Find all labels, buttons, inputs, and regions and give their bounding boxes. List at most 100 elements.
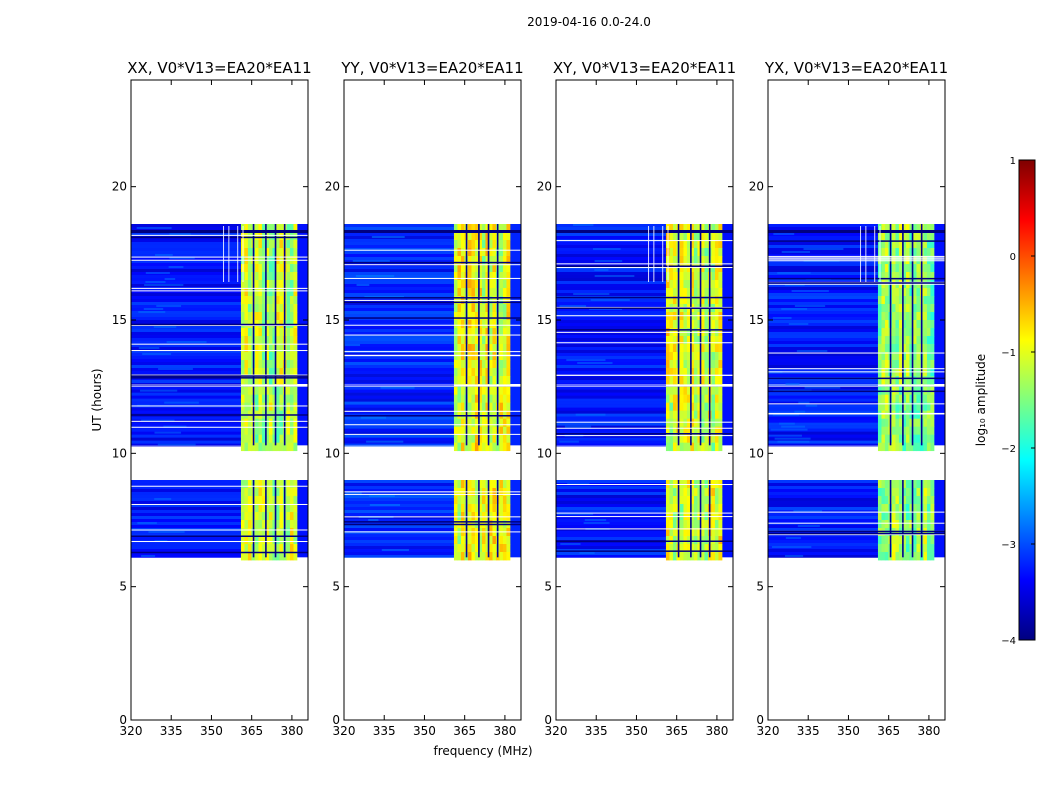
heatmap-cell (669, 504, 674, 513)
heatmap-cell (261, 296, 266, 305)
heatmap-cell (240, 544, 245, 553)
spike-line (662, 226, 664, 282)
heatmap-cell (244, 386, 249, 396)
heatmap-row (344, 302, 454, 305)
heatmap-cell (884, 304, 889, 313)
heatmap-cell (693, 544, 698, 553)
heatmap-cell (711, 528, 716, 537)
heatmap-cell (471, 418, 476, 428)
dark-line (768, 530, 945, 533)
heatmap-cell (679, 240, 684, 249)
heatmap-cell (923, 320, 928, 329)
heatmap-cell (704, 394, 709, 404)
heatmap-cell (905, 376, 910, 385)
heatmap-cell (488, 394, 493, 404)
heatmap-cell (905, 536, 910, 545)
heatmap-cell (704, 232, 709, 241)
heatmap-cell (499, 434, 504, 444)
heatmap-row (131, 344, 241, 347)
heatmap-cell (499, 544, 504, 553)
flag-line (768, 511, 945, 513)
heatmap-cell (718, 240, 723, 249)
heatmap-cell (672, 402, 677, 412)
heatmap-cell (923, 240, 928, 249)
heatmap-cell (718, 410, 723, 420)
heatmap-cell (506, 352, 511, 361)
heatmap-cell (488, 344, 493, 353)
heatmap-cell (877, 312, 882, 321)
heatmap-cell (289, 376, 294, 385)
heatmap-cell (909, 376, 914, 385)
heatmap-row (556, 543, 666, 546)
heatmap-cell (261, 288, 266, 297)
heatmap-cell (453, 402, 458, 412)
heatmap-cell (912, 320, 917, 329)
heatmap-cell (697, 368, 702, 377)
heatmap-cell (690, 280, 695, 289)
heatmap-cell (460, 544, 465, 553)
heatmap-row (556, 410, 666, 414)
heatmap-cell (275, 272, 280, 281)
heatmap-cell (679, 296, 684, 305)
heatmap-cell (268, 394, 273, 404)
spike-line (237, 226, 239, 282)
heatmap-cell (453, 336, 458, 345)
heatmap-row (131, 516, 241, 519)
heatmap-cell (453, 352, 458, 361)
heatmap-row (768, 326, 878, 329)
heatmap-cell (902, 442, 907, 452)
heatmap-streak (154, 498, 172, 500)
heatmap-cell (926, 504, 931, 513)
heatmap-cell (697, 280, 702, 289)
heatmap-row (768, 437, 878, 441)
heatmap-cell (905, 520, 910, 529)
heatmap-row (344, 245, 454, 248)
heatmap-streak (788, 323, 809, 325)
heatmap-cell (683, 426, 688, 436)
heatmap-cell (909, 272, 914, 281)
heatmap-cell (265, 224, 270, 233)
heatmap-cell (690, 336, 695, 345)
y-tick-label: 15 (749, 313, 764, 327)
heatmap-cell (912, 248, 917, 257)
heatmap-cell (669, 544, 674, 553)
heatmap-cell (254, 496, 259, 505)
flag-line (131, 234, 308, 236)
heatmap-cell (704, 544, 709, 553)
heatmap-cell (679, 552, 684, 561)
heatmap-row (768, 498, 878, 501)
heatmap-cell (912, 264, 917, 273)
heatmap-cell (481, 442, 486, 452)
heatmap-cell (923, 402, 928, 412)
heatmap-cell (272, 248, 277, 257)
heatmap-cell (665, 544, 670, 553)
heatmap-cell (488, 264, 493, 273)
heatmap-row (344, 314, 454, 317)
heatmap-cell (488, 304, 493, 313)
heatmap-cell (912, 232, 917, 241)
heatmap-row (768, 383, 878, 386)
heatmap-row (768, 359, 878, 362)
panel-title: XX, V0*V13=EA20*EA11 (127, 59, 311, 77)
heatmap-cell (912, 224, 917, 233)
heatmap-cell (923, 344, 928, 353)
heatmap-row (131, 359, 241, 362)
heatmap-streak (768, 434, 802, 437)
heatmap-cell (672, 504, 677, 513)
heatmap-cell (247, 328, 252, 337)
heatmap-row (344, 492, 454, 495)
heatmap-row (768, 543, 878, 546)
heatmap-row (344, 281, 454, 284)
heatmap-row (131, 224, 241, 227)
heatmap-cell (923, 512, 928, 521)
heatmap-cell (884, 426, 889, 436)
heatmap-cell (700, 504, 705, 513)
heatmap-row (556, 443, 666, 447)
heatmap-cell (686, 426, 691, 436)
heatmap-cell (898, 320, 903, 329)
heatmap-cell (247, 296, 252, 305)
spike-line (228, 226, 230, 282)
heatmap-cell (506, 232, 511, 241)
heatmap-cell (254, 336, 259, 345)
heatmap-cell (502, 264, 507, 273)
